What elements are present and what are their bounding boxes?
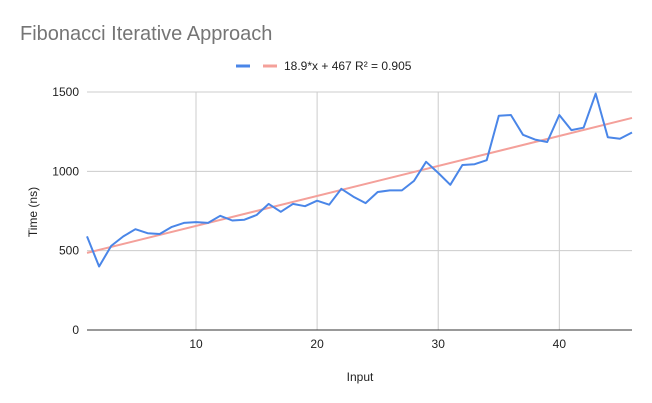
x-axis-title: Input (347, 370, 374, 384)
data-point (280, 211, 282, 213)
data-point (292, 203, 294, 205)
data-point (631, 131, 633, 133)
data-point (583, 127, 585, 129)
data-point (510, 114, 512, 116)
data-point (389, 189, 391, 191)
data-point (570, 129, 572, 131)
y-tick-label: 500 (59, 244, 79, 258)
x-tick-label: 10 (189, 337, 203, 351)
data-point (401, 189, 403, 191)
data-point (328, 204, 330, 206)
data-point (207, 222, 209, 224)
data-point (219, 215, 221, 217)
axes: 0 500 1000 1500 10 20 30 40 (52, 85, 632, 351)
x-tick-label: 40 (553, 337, 567, 351)
chart-title: Fibonacci Iterative Approach (20, 23, 272, 45)
data-point (231, 220, 233, 222)
data-point (558, 114, 560, 116)
data-point (377, 191, 379, 193)
data-point (268, 203, 270, 205)
y-axis-title: Time (ns) (26, 187, 40, 237)
series-line (86, 92, 633, 268)
data-point (316, 200, 318, 202)
data-point (474, 163, 476, 165)
data-point (147, 232, 149, 234)
data-point (486, 159, 488, 161)
data-point (449, 184, 451, 186)
data-point (522, 134, 524, 136)
data-point (159, 233, 161, 235)
data-point (134, 228, 136, 230)
data-point (546, 141, 548, 143)
data-point (365, 202, 367, 204)
trendline (86, 116, 633, 254)
data-point (461, 164, 463, 166)
data-point (195, 221, 197, 223)
data-point (607, 136, 609, 138)
series (86, 92, 633, 268)
data-point (340, 188, 342, 190)
data-point (413, 180, 415, 182)
data-point (183, 222, 185, 224)
legend: 18.9*x + 467 R² = 0.905 (236, 59, 412, 73)
data-point (425, 161, 427, 163)
data-point (619, 138, 621, 140)
y-tick-label: 1000 (52, 164, 79, 178)
data-point (437, 172, 439, 174)
data-point (122, 235, 124, 237)
data-point (498, 115, 500, 117)
x-tick-label: 20 (310, 337, 324, 351)
data-point (534, 139, 536, 141)
y-tick-label: 0 (72, 323, 79, 337)
legend-label-trendline: 18.9*x + 467 R² = 0.905 (284, 59, 412, 73)
data-point (352, 196, 354, 198)
data-point (595, 93, 597, 95)
data-point (243, 219, 245, 221)
data-point (110, 245, 112, 247)
data-point (98, 266, 100, 268)
data-point (171, 226, 173, 228)
y-tick-label: 1500 (52, 85, 79, 99)
data-point (86, 235, 88, 237)
data-point (304, 205, 306, 207)
data-point (256, 214, 258, 216)
x-tick-label: 30 (432, 337, 446, 351)
grid (87, 91, 632, 330)
